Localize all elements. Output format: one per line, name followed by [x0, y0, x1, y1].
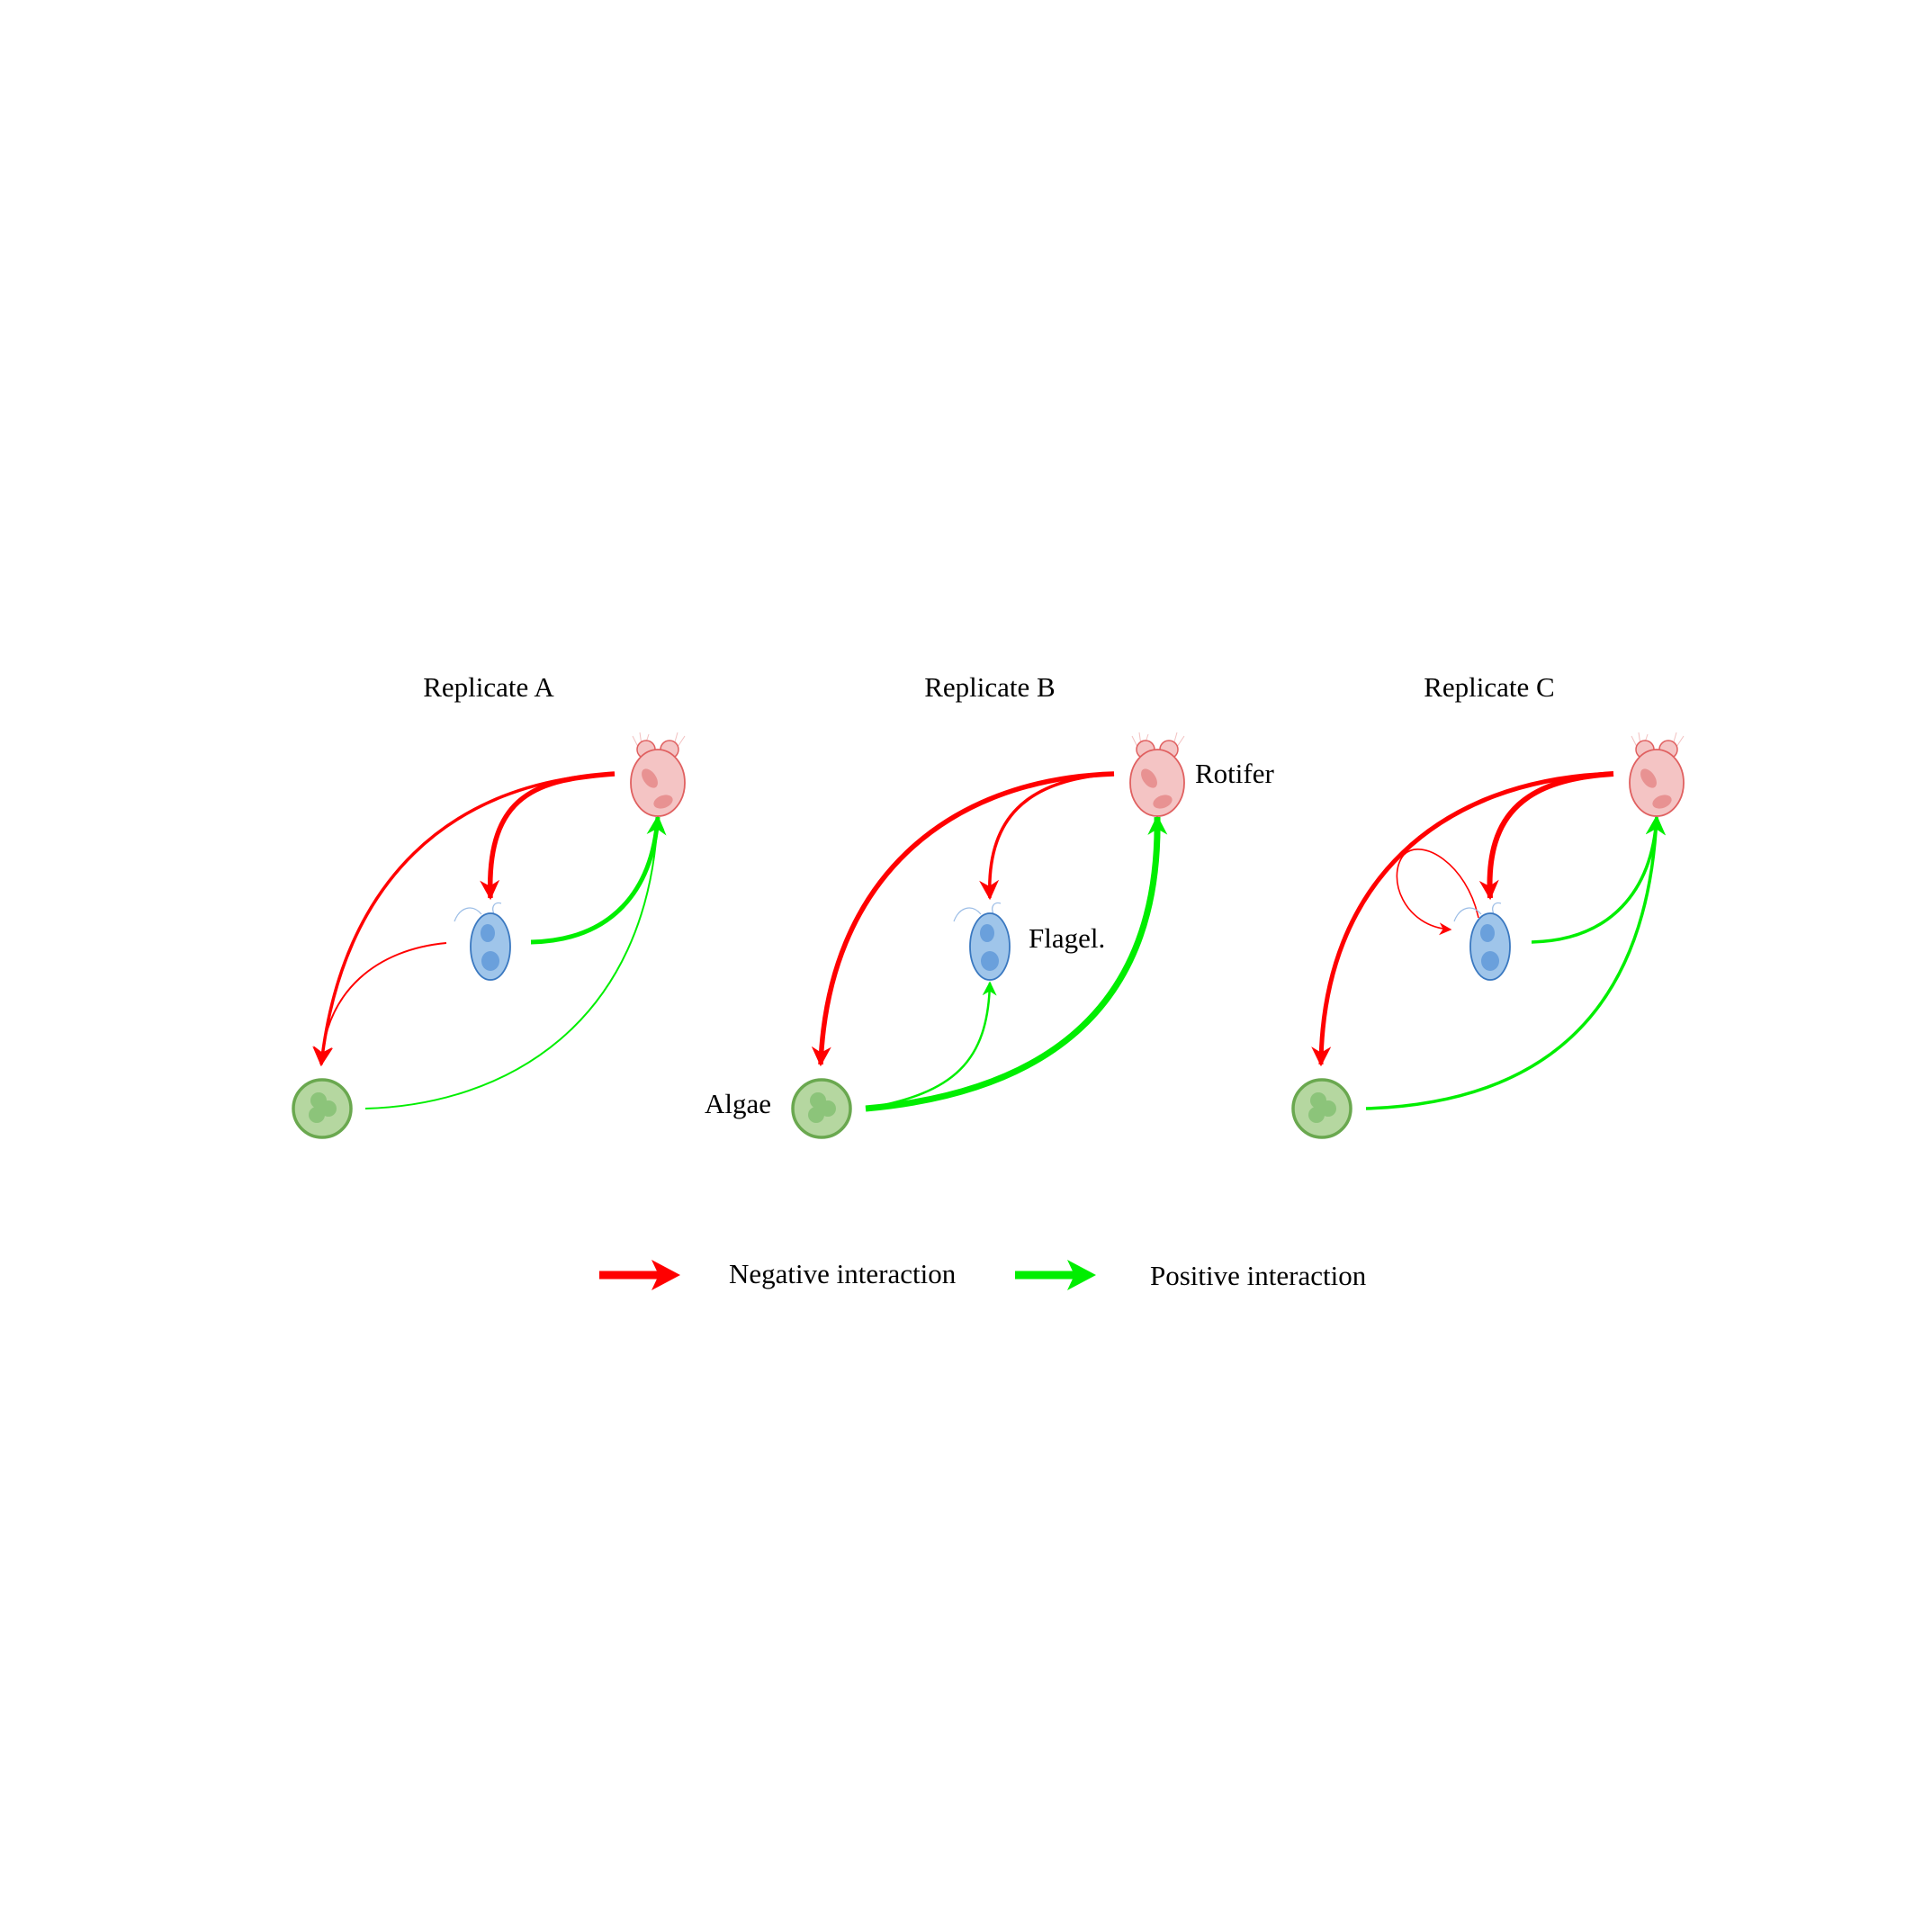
panel-replicate-a: Replicate A [292, 671, 686, 1139]
negative-legend-arrowhead [651, 1260, 680, 1290]
algae-icon [292, 1078, 353, 1139]
panel-replicate-b: Replicate B Rotifer Flagel. Algae [705, 671, 1274, 1139]
edge-flagellate-self-loop [1396, 849, 1479, 936]
algae-icon [1291, 1078, 1352, 1139]
panel-replicate-c: Replicate C [1291, 671, 1685, 1139]
positive-legend-arrowhead [1067, 1260, 1096, 1290]
legend: Negative interaction Positive interactio… [599, 1258, 1367, 1291]
edge-algae-to-rotifer [1365, 814, 1667, 1110]
rotifer-label: Rotifer [1195, 758, 1274, 789]
panel-title: Replicate A [423, 671, 554, 703]
rotifer-icon [630, 732, 686, 817]
flagellate-icon [454, 902, 511, 981]
flagellate-icon [953, 902, 1011, 981]
edge-rotifer-to-flagellate [979, 772, 1115, 901]
edge-algae-to-rotifer [364, 815, 665, 1109]
edge-rotifer-to-algae [313, 772, 616, 1067]
panel-title: Replicate B [924, 671, 1055, 703]
panel-title: Replicate C [1424, 671, 1554, 703]
edge-algae-to-rotifer [865, 814, 1168, 1112]
algae-label: Algae [705, 1088, 771, 1119]
edge-flagellate-to-algae [312, 942, 447, 1067]
flagellate-label: Flagel. [1029, 922, 1105, 954]
rotifer-icon [1129, 732, 1185, 817]
flagellate-icon [1453, 902, 1511, 981]
edge-rotifer-to-flagellate [1478, 771, 1614, 901]
rotifer-icon [1629, 732, 1685, 817]
algae-icon [791, 1078, 852, 1139]
negative-legend-label: Negative interaction [729, 1258, 957, 1289]
edge-algae-to-flagellate [865, 981, 997, 1110]
edge-rotifer-to-algae [1311, 771, 1614, 1067]
edge-rotifer-to-algae [811, 771, 1115, 1067]
positive-legend-label: Positive interaction [1150, 1260, 1367, 1291]
edge-flagellate-to-rotifer [530, 814, 667, 945]
edge-rotifer-to-flagellate [480, 771, 616, 901]
